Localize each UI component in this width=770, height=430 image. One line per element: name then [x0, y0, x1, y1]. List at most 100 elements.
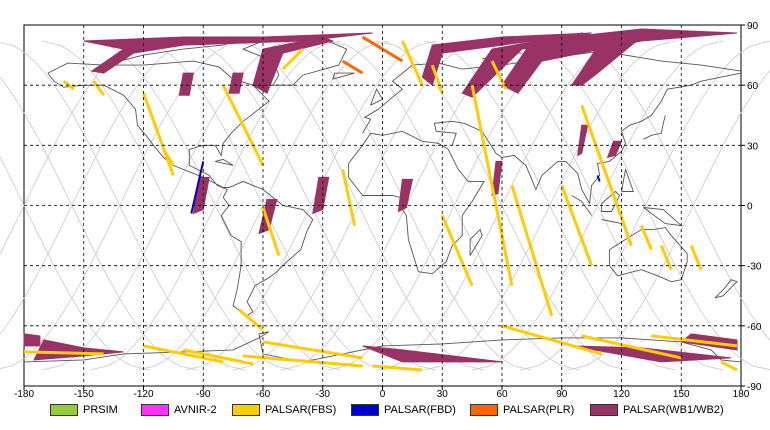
x-tick-label: 60: [496, 389, 508, 400]
swath-palsar-fbs: [689, 245, 703, 271]
y-tick-label: 60: [747, 81, 759, 92]
x-tick-label: 0: [380, 389, 386, 400]
swath-palsar-wb: [312, 176, 330, 215]
legend-swatch-palsar-plr: [470, 404, 498, 416]
y-tick-label: 0: [747, 202, 753, 213]
swath-palsar-fbs: [238, 308, 264, 331]
swath-palsar-fbs: [261, 207, 281, 257]
swath-palsar-fbs: [581, 334, 682, 360]
swath-palsar-wb: [577, 124, 589, 157]
orbit-track: [41, 40, 293, 371]
legend-swatch-palsar-fbd: [351, 404, 379, 416]
swath-palsar-fbs: [341, 169, 357, 226]
y-tick-label: -30: [747, 262, 762, 273]
legend-swatch-palsar-fbs: [232, 404, 260, 416]
orbit-track: [0, 76, 198, 371]
x-tick-label: -90: [196, 389, 211, 400]
legend-label-palsar-fbs: PALSAR(FBS): [265, 404, 337, 416]
legend-swatch-avnir2: [141, 404, 169, 416]
orbit-track: [424, 40, 676, 371]
swath-palsar-wb: [501, 28, 738, 94]
swath-palsar-fbs: [490, 60, 508, 90]
legend-label-prsim: PRSIM: [83, 404, 118, 416]
x-tick-label: 150: [673, 389, 690, 400]
legend-label-palsar-fbd: PALSAR(FBD): [384, 404, 456, 416]
swath-palsar-fbs: [510, 185, 554, 317]
x-tick-label: -150: [74, 389, 94, 400]
coastline: [601, 219, 622, 225]
swath-palsar-wb: [178, 72, 194, 96]
swath-layer: [23, 28, 738, 372]
swath-palsar-fbs: [262, 340, 363, 360]
coastline: [370, 88, 384, 106]
swath-palsar-wb: [23, 333, 41, 347]
orbit-track: [472, 40, 724, 371]
swath-palsar-fbs: [501, 324, 602, 356]
swath-palsar-fbs: [183, 348, 254, 366]
swath-palsar-wb: [571, 345, 732, 363]
legend-swatch-palsar-wb: [590, 404, 618, 416]
coastline: [362, 50, 742, 134]
swath-palsar-fbs: [143, 344, 224, 364]
swath-palsar-fbd: [190, 161, 205, 214]
orbit-track: [185, 40, 437, 371]
swath-palsar-fbs: [720, 360, 738, 372]
swath-palsar-fbs: [142, 92, 175, 176]
x-tick-label: -30: [316, 389, 331, 400]
orbit-track: [89, 40, 341, 371]
swath-palsar-fbs: [651, 334, 738, 348]
orbit-track: [328, 40, 580, 371]
legend-label-avnir2: AVNIR-2: [174, 404, 217, 416]
swath-palsar-fbs: [372, 364, 423, 372]
orbit-track: [233, 40, 485, 371]
x-tick-label: 120: [613, 389, 630, 400]
legend-label-palsar-wb: PALSAR(WB1/WB2): [623, 404, 724, 416]
swath-palsar-wb: [397, 178, 414, 213]
orbit-track: [567, 40, 770, 341]
swath-palsar-wb: [570, 36, 643, 86]
swath-palsar-fbs: [401, 40, 424, 86]
swath-palsar-wb: [258, 199, 278, 235]
coastline: [215, 158, 234, 166]
coastline: [609, 227, 688, 283]
swath-palsar-fbs: [221, 84, 265, 167]
y-tick-label: -60: [747, 322, 762, 333]
swath-palsar-fbs: [659, 245, 673, 271]
x-tick-label: -120: [133, 389, 153, 400]
longitude-tick-labels: -180 -150 -120 -90 -60 -30 0 30 60 90 120 150 180: [14, 386, 750, 400]
orbit-track: [519, 40, 770, 371]
swath-palsar-fbs: [162, 148, 175, 167]
coastline: [433, 72, 742, 205]
swath-palsar-fbs: [281, 48, 304, 71]
y-tick-label: 30: [747, 141, 759, 152]
swath-palsar-wb: [33, 339, 124, 361]
coastline: [621, 167, 635, 192]
swath-palsar-fbs: [440, 214, 474, 287]
x-tick-label: 90: [556, 389, 568, 400]
coastline: [332, 72, 355, 80]
x-tick-label: -180: [14, 389, 34, 400]
legend-swatch-prsim: [50, 404, 78, 416]
x-tick-label: 180: [733, 389, 750, 400]
swath-palsar-wb: [228, 72, 244, 94]
legend: PRSIM AVNIR-2 PALSAR(FBS) PALSAR(FBD) PA…: [0, 400, 770, 422]
coastline: [643, 115, 666, 140]
coastline: [469, 228, 483, 256]
swath-palsar-fbs: [470, 84, 514, 287]
swath-palsar-fbs: [560, 184, 594, 267]
swath-palsar-plr: [341, 59, 364, 75]
y-tick-label: 90: [747, 21, 759, 32]
swath-palsar-fbs: [580, 104, 633, 247]
swath-palsar-fbs: [92, 80, 105, 97]
y-tick-label: -90: [747, 382, 762, 393]
x-tick-label: -60: [256, 389, 271, 400]
orbit-track-layer: [0, 40, 770, 371]
legend-label-palsar-plr: PALSAR(PLR): [503, 404, 575, 416]
swath-palsar-fbd: [596, 175, 601, 182]
latitude-tick-labels: 90 60 30 0 -30 -60 -90: [741, 21, 762, 393]
orbit-track: [0, 41, 246, 371]
coastline: [571, 195, 592, 216]
swath-palsar-fbs: [430, 64, 444, 94]
x-tick-label: 30: [437, 389, 449, 400]
